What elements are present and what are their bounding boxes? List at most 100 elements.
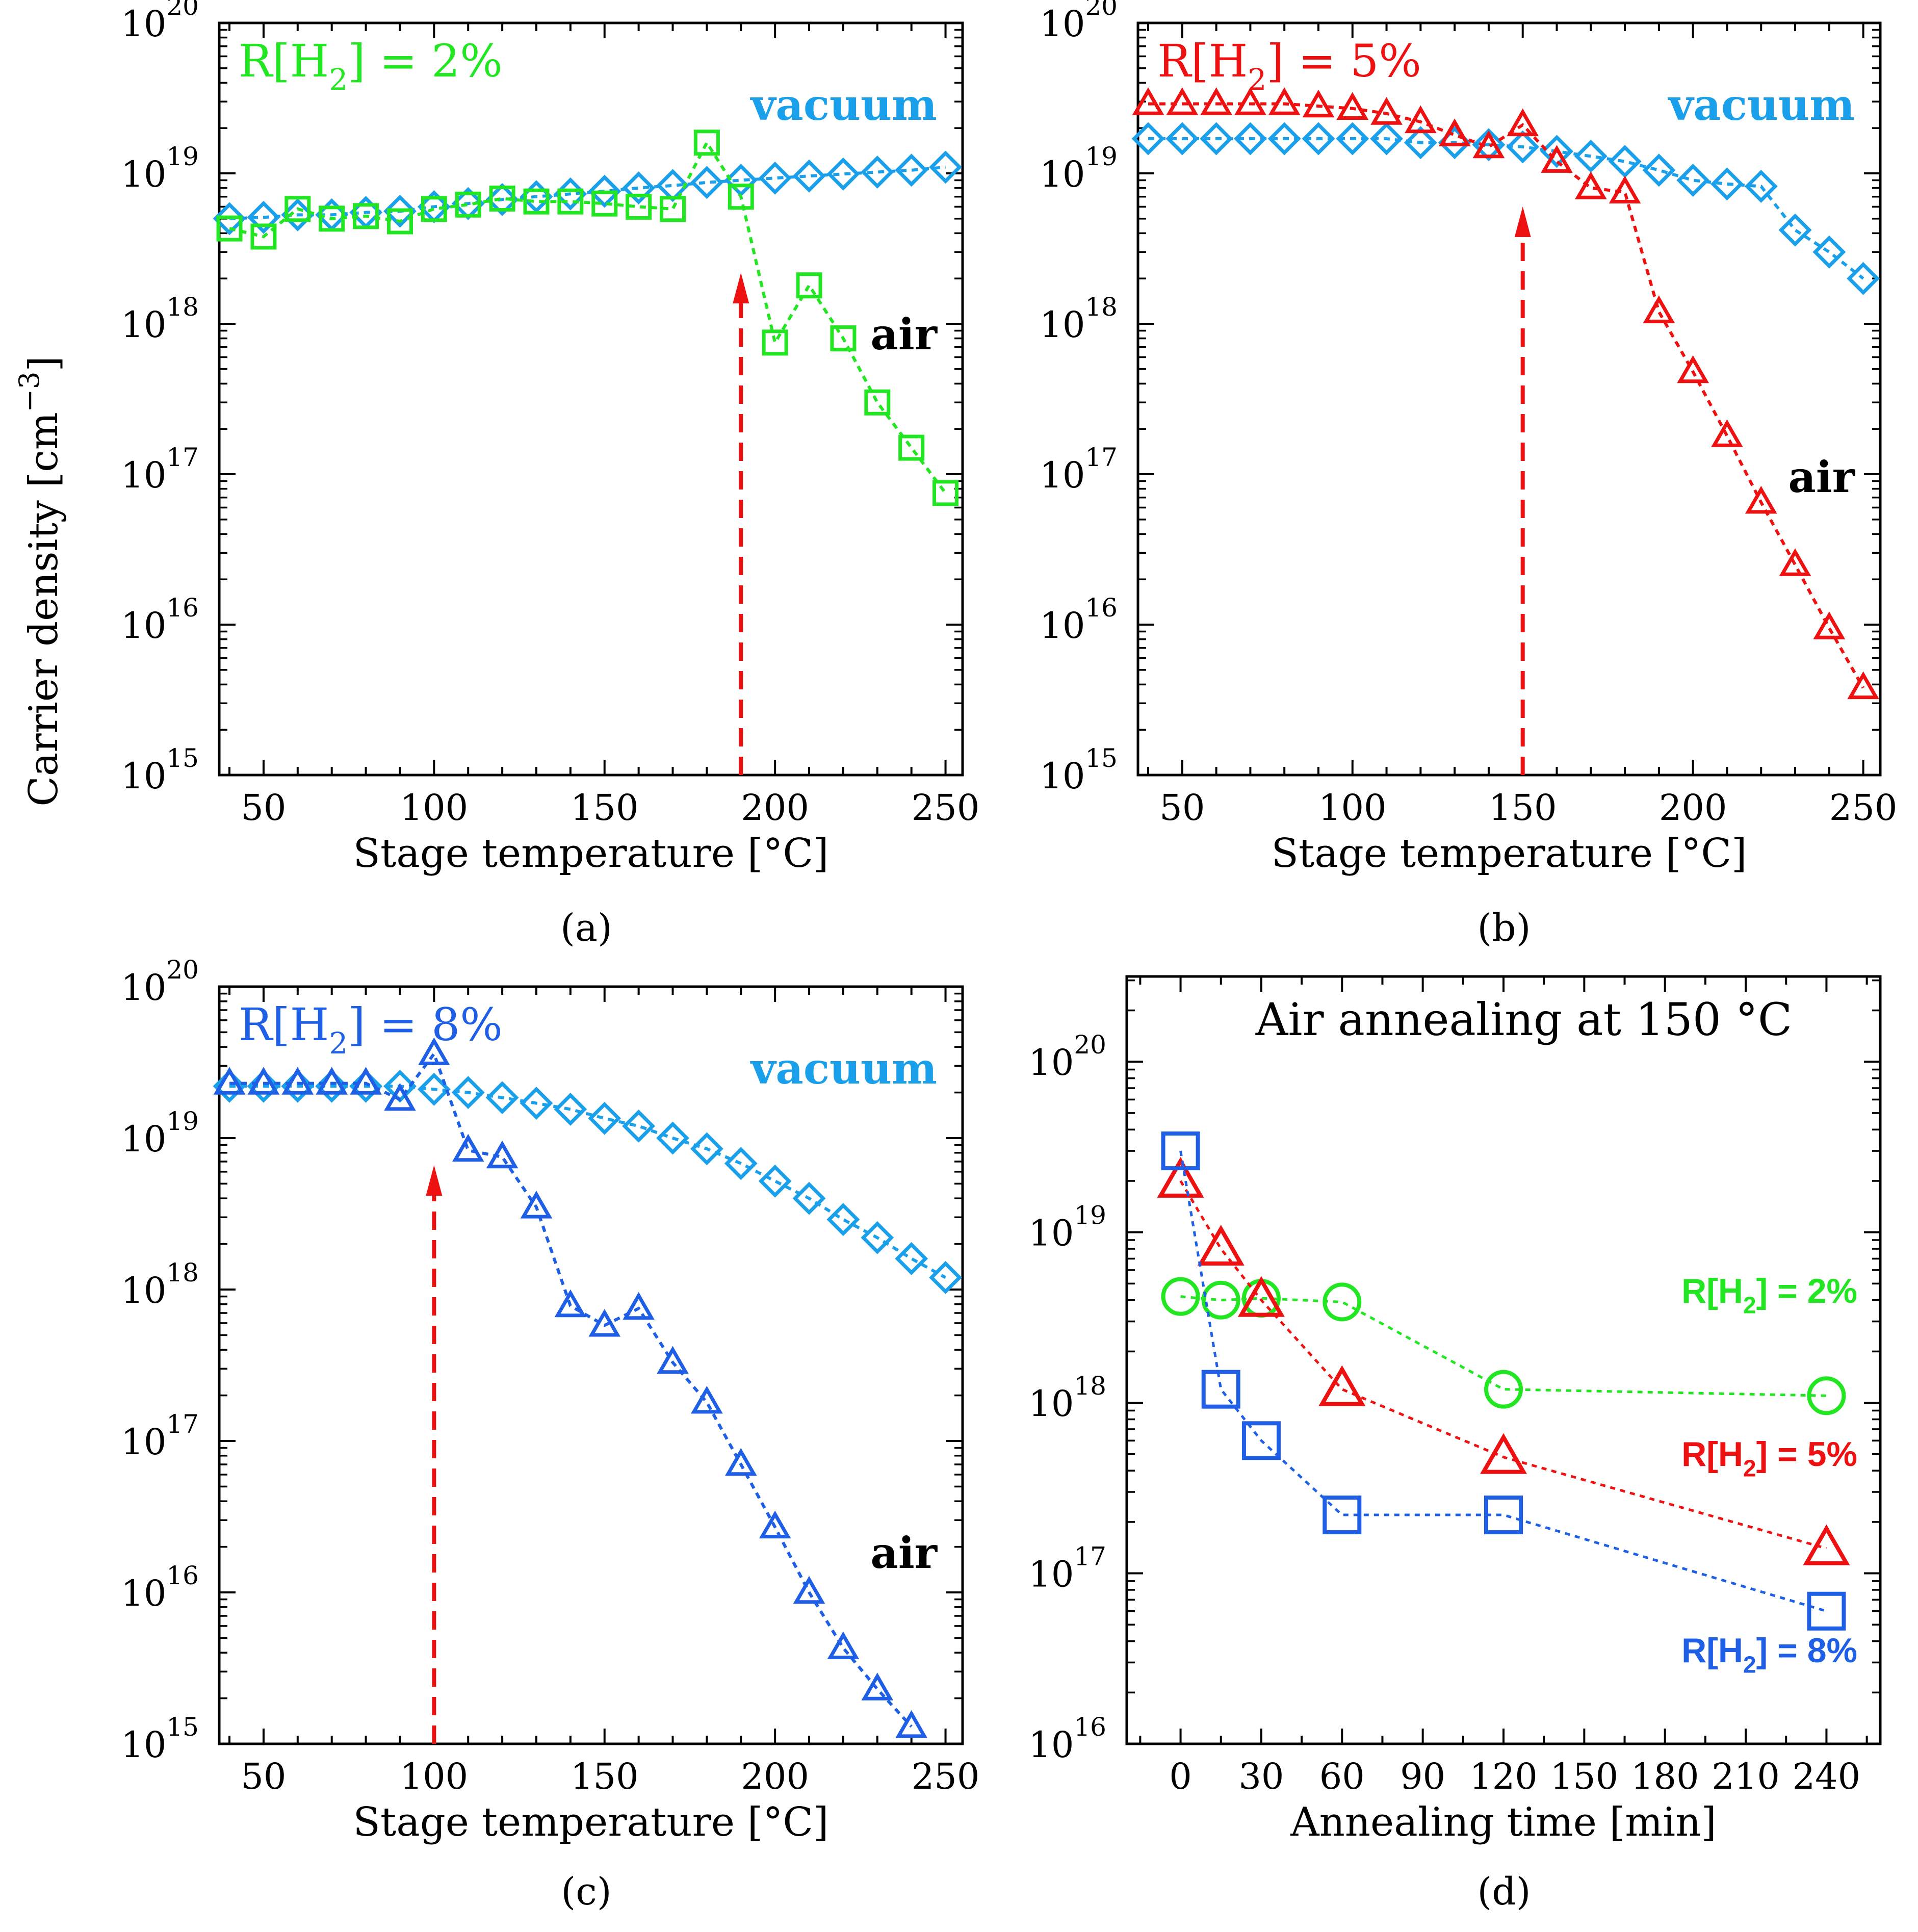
- data-point-triangle: [1336, 92, 1369, 120]
- data-point-triangle: [1370, 97, 1403, 125]
- legend-label-sub: 2: [1743, 1652, 1756, 1678]
- x-tick-label: 200: [741, 787, 809, 829]
- x-tick-label: 240: [1793, 1756, 1861, 1797]
- y-tick-base: 10: [121, 304, 166, 346]
- y-tick-label: 1019: [121, 1106, 199, 1160]
- data-point-diamond: [281, 1069, 315, 1103]
- y-tick-label: 1020: [121, 955, 199, 1009]
- x-axis-label: Stage temperature [°C]: [353, 1799, 829, 1845]
- y-tick-base: 10: [121, 1421, 166, 1463]
- y-tick-label: 1016: [1028, 1712, 1106, 1766]
- y-tick-label: 1016: [1040, 593, 1118, 647]
- data-point-diamond: [861, 156, 894, 189]
- legend-label-sub: 2: [1743, 1292, 1756, 1319]
- air-label: air: [870, 309, 938, 359]
- data-point-square: [1807, 1591, 1846, 1631]
- series-line: [1148, 102, 1865, 689]
- data-point-triangle: [623, 1292, 655, 1320]
- data-point-diamond: [1131, 122, 1165, 156]
- series-r-h2-5-: [1157, 1156, 1850, 1565]
- panel-b: 50 100 150 200 250101510161017101810191020St…: [1040, 0, 1897, 950]
- data-point-diamond: [1233, 122, 1267, 156]
- legend-label-prefix: R[H: [1681, 1435, 1743, 1474]
- panel-title-suffix: ] = 2%: [348, 35, 503, 87]
- data-point-square: [557, 188, 584, 215]
- data-point-diamond: [929, 150, 963, 184]
- data-point-square: [1241, 1421, 1281, 1460]
- panel-title: R[H2] = 8%: [239, 998, 503, 1061]
- data-point-diamond: [861, 1221, 894, 1254]
- annealing-onset-arrowhead: [1514, 207, 1531, 237]
- series-line: [229, 139, 947, 494]
- data-point-square: [626, 193, 652, 220]
- panel-d: 0 30 60 90 120 150 180 210 240101610171018101910…: [1028, 975, 1882, 1914]
- y-tick-base: 10: [1040, 755, 1085, 797]
- data-point-diamond: [1540, 135, 1573, 168]
- data-point-triangle: [1166, 87, 1199, 115]
- data-point-square: [728, 184, 754, 210]
- x-tick-label: 250: [912, 1756, 980, 1797]
- y-axis-label-text: Carrier density [cm−3]: [13, 356, 67, 807]
- data-point-triangle: [213, 1067, 246, 1095]
- data-point-diamond: [485, 1081, 519, 1115]
- data-point-square: [1484, 1496, 1523, 1535]
- data-point-triangle: [1200, 87, 1232, 115]
- data-point-triangle: [895, 1710, 928, 1738]
- y-tick-exponent: 16: [1085, 593, 1118, 623]
- y-tick-label: 1020: [121, 0, 199, 45]
- data-point-diamond: [1608, 145, 1642, 178]
- panel-title-prefix: R[H: [1157, 35, 1248, 87]
- data-point-diamond: [758, 1164, 792, 1198]
- y-tick-exponent: 15: [1085, 743, 1118, 773]
- y-tick-exponent: 20: [1085, 0, 1118, 21]
- y-tick-label: 1015: [121, 1712, 199, 1766]
- data-point-triangle: [1803, 1524, 1850, 1565]
- data-point-diamond: [213, 202, 246, 236]
- data-point-triangle: [1779, 548, 1811, 576]
- data-point-triangle: [1813, 611, 1846, 639]
- series-line: [1179, 1180, 1827, 1550]
- series-air: [216, 130, 959, 506]
- data-point-square: [796, 272, 822, 299]
- data-point-square: [284, 196, 311, 222]
- panel-title-suffix: ] = 8%: [348, 998, 503, 1051]
- data-point-triangle: [1302, 89, 1335, 118]
- plot-frame: [1125, 975, 1882, 1745]
- data-point-square: [489, 185, 515, 212]
- panel-caption: (c): [561, 1870, 611, 1914]
- series-line: [1148, 137, 1864, 280]
- data-point-triangle: [793, 1576, 825, 1604]
- y-tick-label: 1015: [1040, 743, 1118, 797]
- y-tick-base: 10: [121, 605, 166, 647]
- panel-title-suffix: ] = 5%: [1266, 35, 1421, 87]
- y-tick-base: 10: [1040, 605, 1085, 647]
- y-tick-base: 10: [121, 454, 166, 496]
- data-point-diamond: [554, 1093, 587, 1126]
- panel-title-sub: 2: [329, 1026, 348, 1061]
- y-tick-base: 10: [1040, 153, 1085, 195]
- annealing-onset-arrowhead: [733, 273, 749, 303]
- data-point-circle: [1807, 1376, 1846, 1415]
- y-tick-exponent: 19: [166, 1106, 199, 1136]
- y-tick-base: 10: [1040, 3, 1085, 45]
- x-tick-label: 50: [241, 787, 286, 829]
- y-tick-exponent: 15: [166, 1712, 199, 1742]
- x-tick-label: 100: [1318, 787, 1387, 829]
- data-point-diamond: [1302, 122, 1335, 156]
- data-point-triangle: [657, 1346, 689, 1374]
- legend-label-prefix: R[H: [1681, 1272, 1743, 1310]
- y-tick-base: 10: [121, 1118, 166, 1160]
- data-point-diamond: [1336, 122, 1369, 156]
- data-point-triangle: [1507, 108, 1539, 137]
- y-tick-base: 10: [121, 3, 166, 45]
- x-tick-label: 100: [400, 1756, 469, 1797]
- data-point-diamond: [1812, 235, 1846, 269]
- y-tick-exponent: 15: [166, 743, 199, 773]
- legend-label: R[H2] = 2%: [1681, 1272, 1857, 1319]
- y-tick-label: 1018: [121, 292, 199, 346]
- y-tick-exponent: 20: [166, 0, 199, 21]
- legend-label-suffix: ] = 8%: [1756, 1631, 1857, 1670]
- data-point-diamond: [247, 200, 280, 234]
- y-tick-base: 10: [1028, 1724, 1074, 1766]
- data-point-triangle: [1711, 419, 1743, 447]
